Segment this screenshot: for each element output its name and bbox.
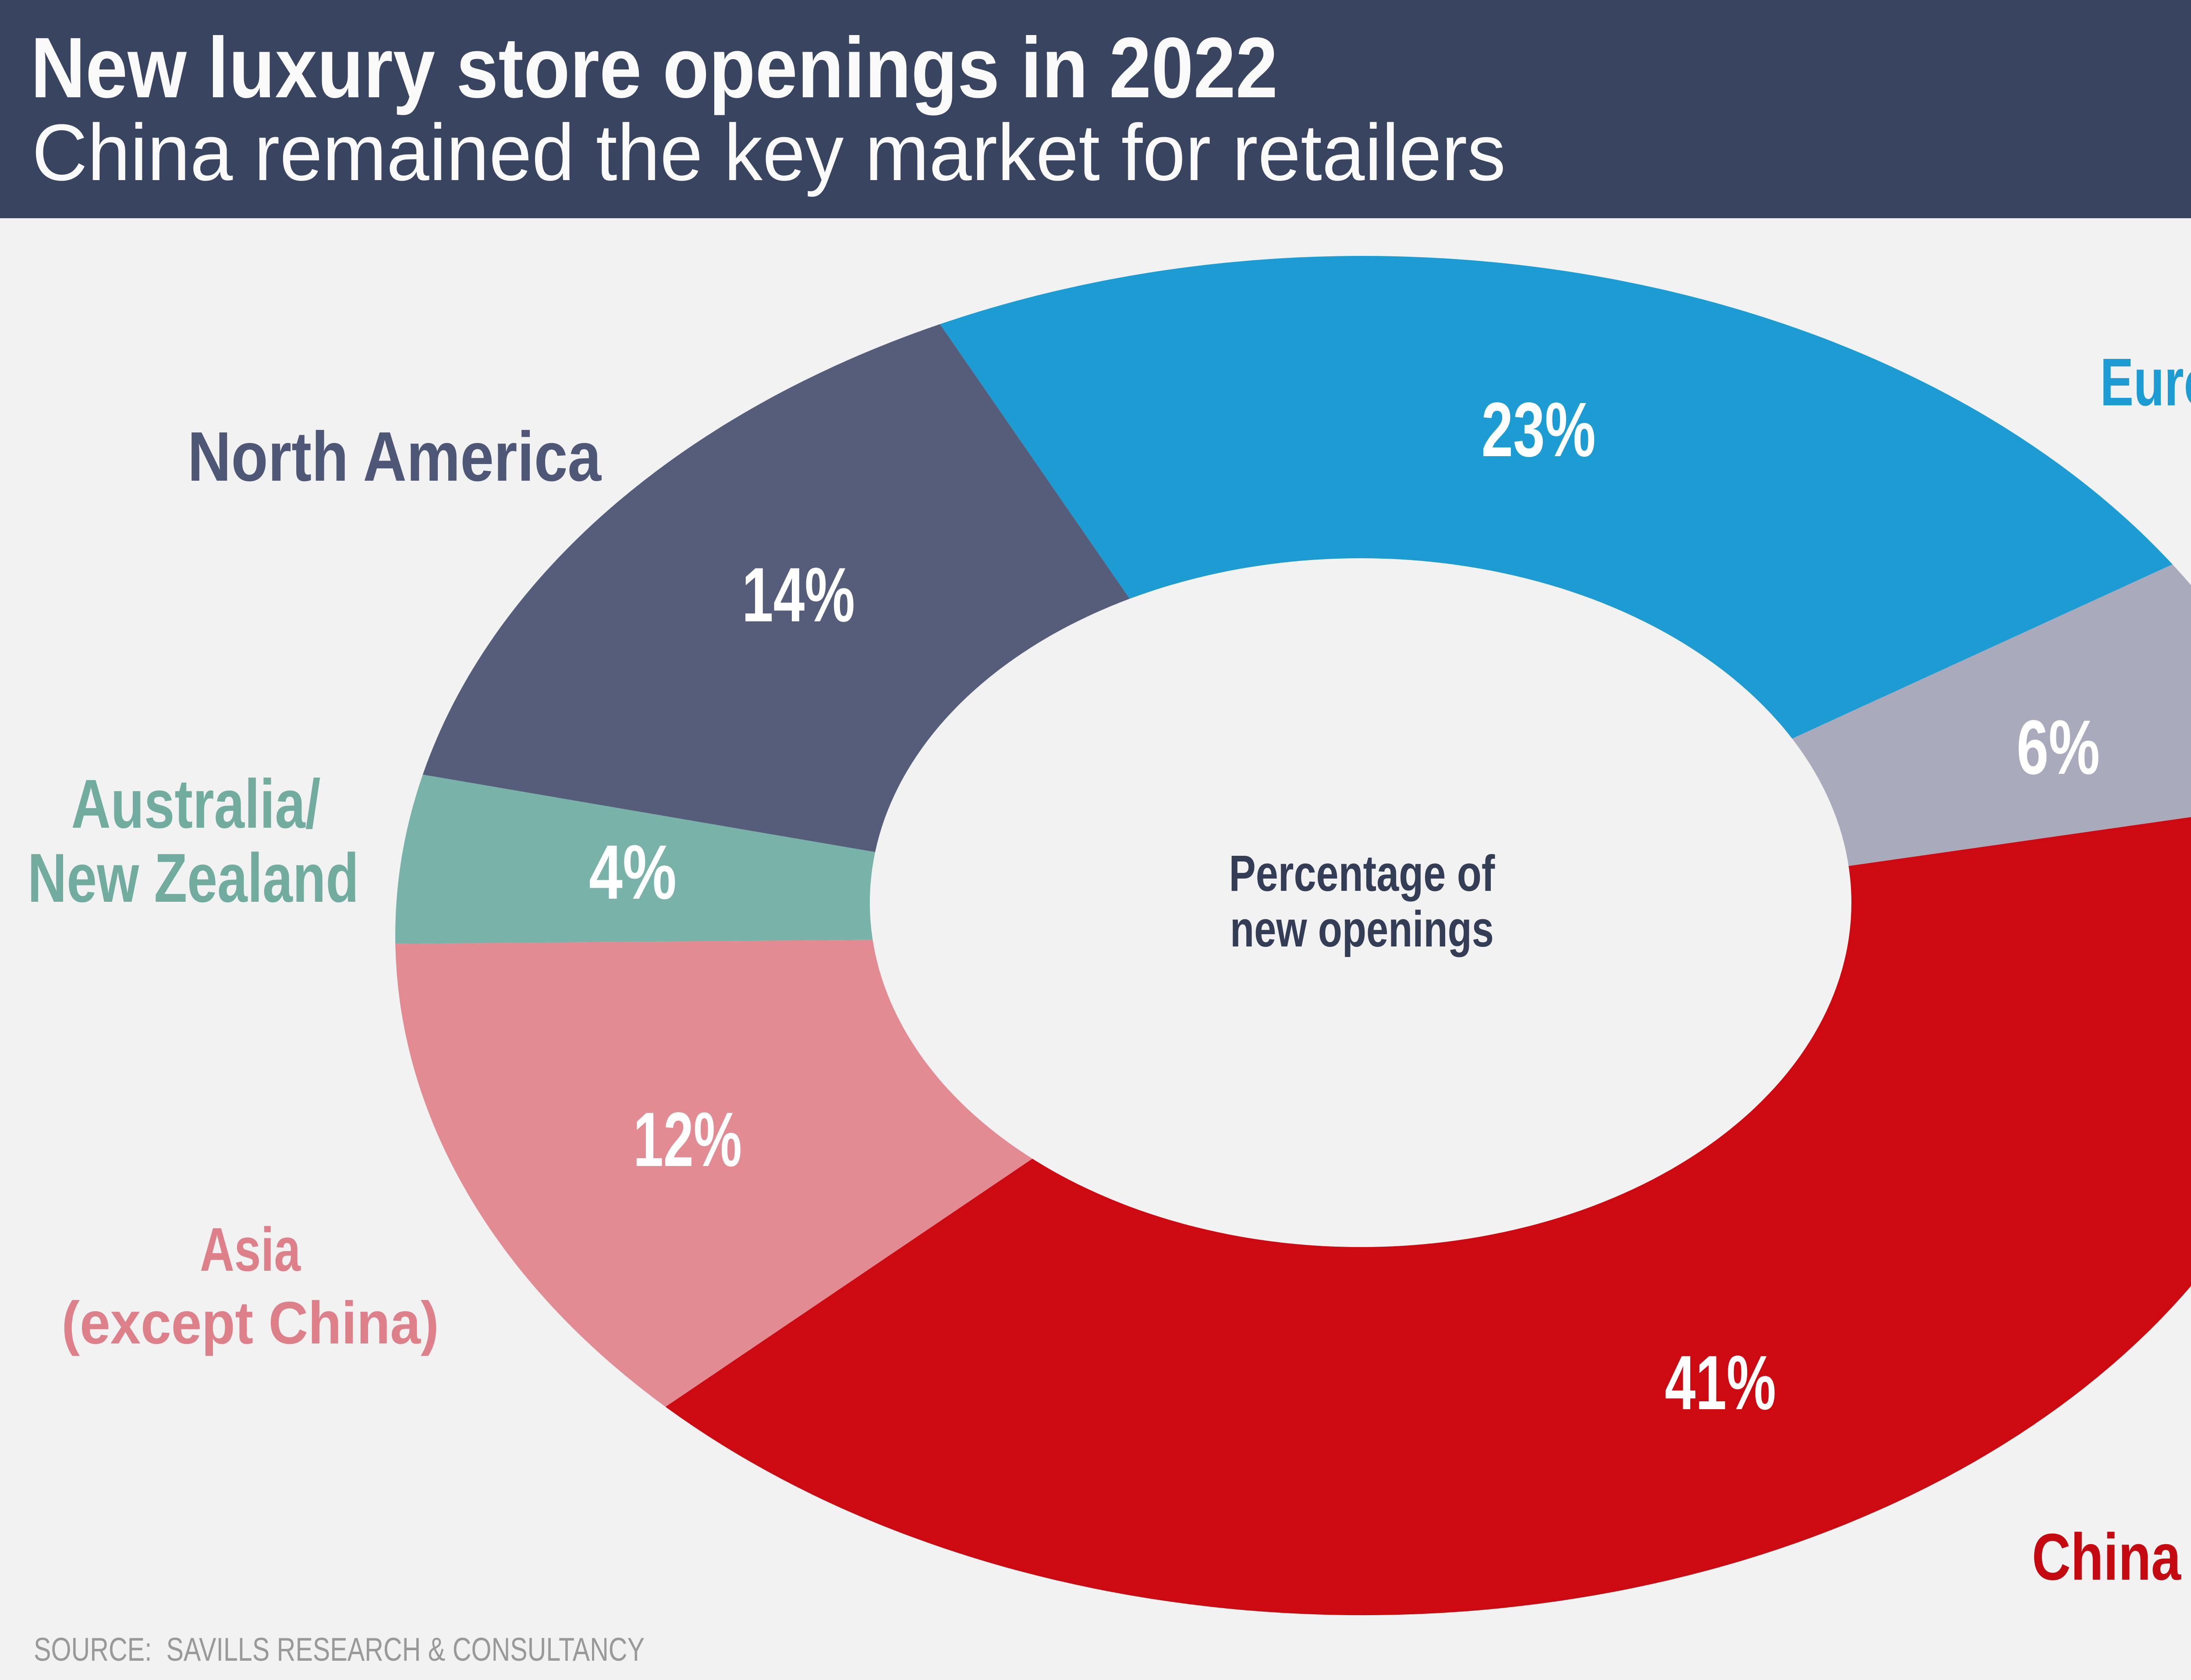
svg-text:China: China	[2032, 1520, 2181, 1594]
svg-text:41%: 41%	[1665, 1340, 1776, 1426]
svg-text:12%: 12%	[633, 1097, 742, 1183]
svg-text:new openings: new openings	[1230, 900, 1494, 957]
svg-text:(except China): (except China)	[62, 1290, 439, 1357]
svg-text:23%: 23%	[1482, 387, 1596, 473]
svg-text:6%: 6%	[2017, 705, 2100, 790]
svg-text:SOURCE: SAVILLS RESEARCH & CO: SOURCE: SAVILLS RESEARCH & CONSULTANCY	[34, 1631, 645, 1668]
svg-text:China remained the key market: China remained the key market for retail…	[32, 107, 1506, 197]
svg-text:Asia: Asia	[200, 1215, 301, 1284]
svg-text:Percentage of: Percentage of	[1229, 845, 1495, 902]
svg-text:North America: North America	[188, 417, 602, 496]
svg-text:New Zealand: New Zealand	[28, 840, 359, 917]
svg-text:New luxury store openings in 2: New luxury store openings in 2022	[31, 20, 1278, 116]
svg-text:Europe: Europe	[2100, 344, 2191, 420]
svg-text:Australia/: Australia/	[71, 766, 321, 843]
svg-text:4%: 4%	[589, 829, 677, 915]
svg-text:14%: 14%	[742, 552, 855, 638]
